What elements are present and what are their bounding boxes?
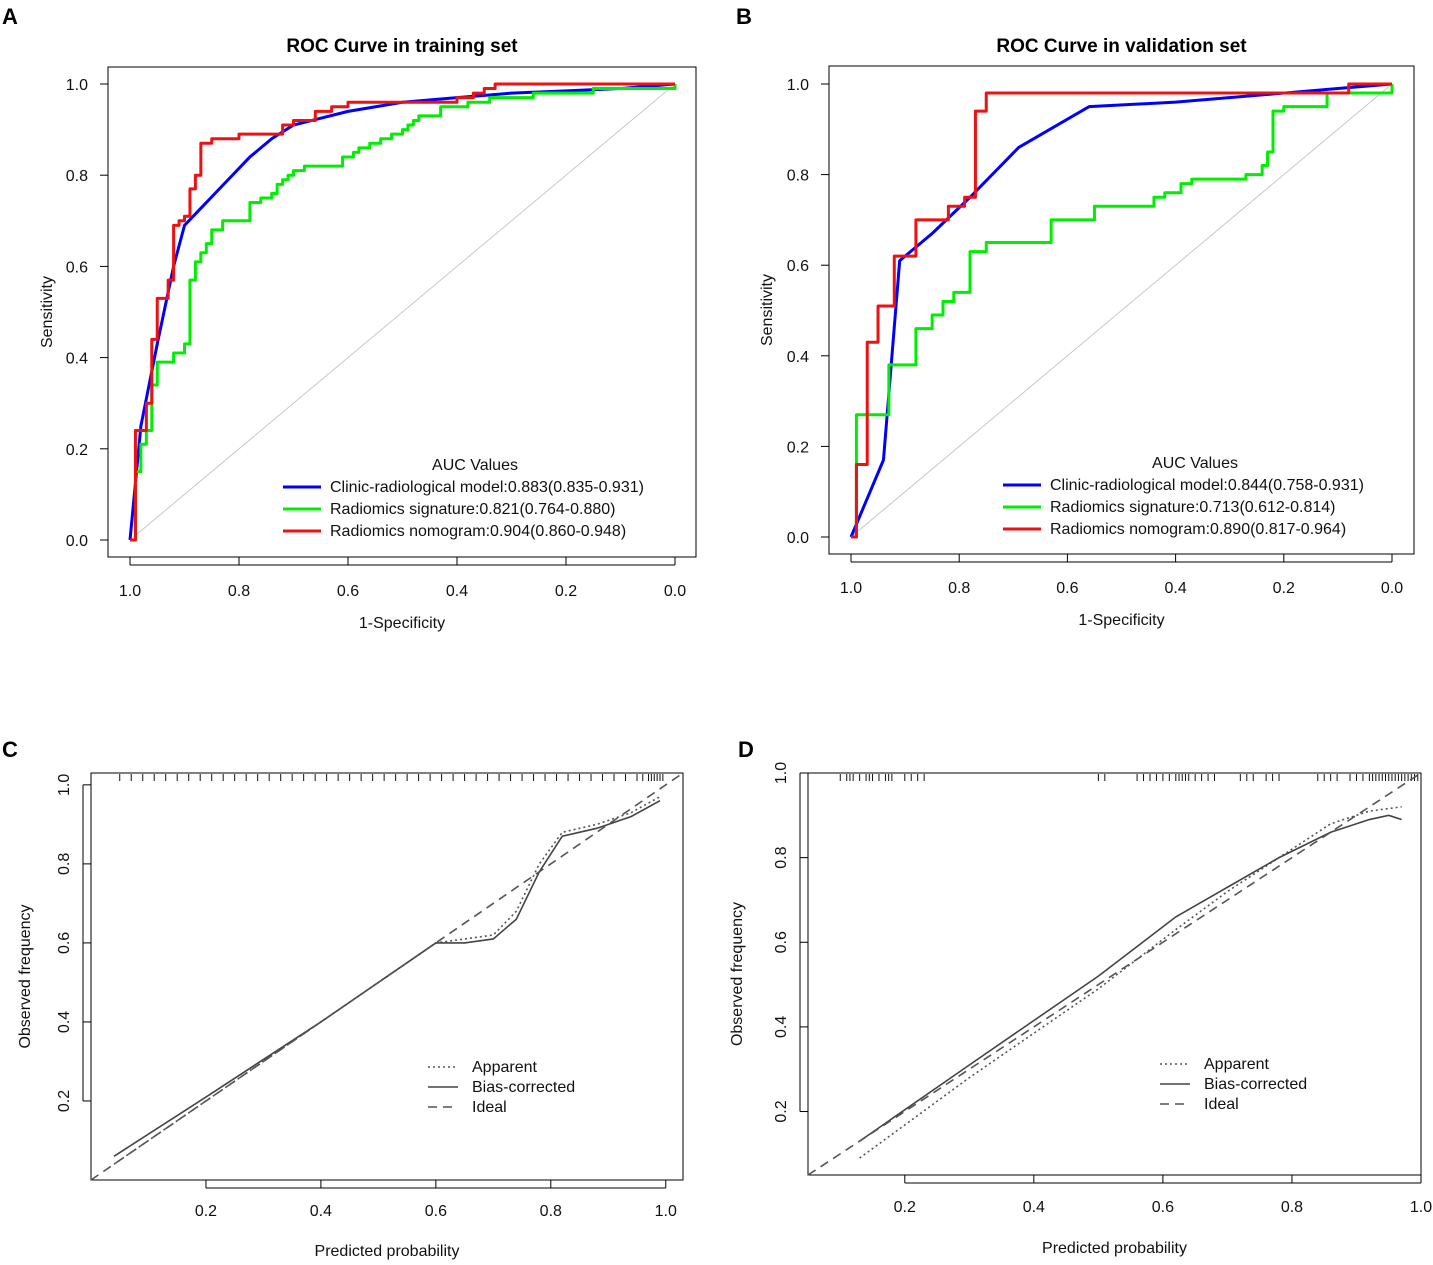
calibration-series-apparent bbox=[859, 806, 1402, 1159]
y-tick-label: 0.2 bbox=[787, 439, 809, 456]
plot-frame bbox=[107, 66, 697, 558]
roc-series-3 bbox=[130, 82, 675, 542]
legend-label: Radiomics nomogram:0.890(0.817-0.964) bbox=[1050, 521, 1346, 538]
x-tick-label: 0.2 bbox=[195, 1203, 217, 1220]
x-tick-label: 0.2 bbox=[1273, 580, 1295, 597]
y-tick-label: 0.8 bbox=[773, 846, 790, 868]
roc-series-3 bbox=[851, 82, 1392, 539]
x-tick-label: 0.8 bbox=[1281, 1199, 1303, 1216]
legend-label: Ideal bbox=[472, 1099, 507, 1116]
y-tick-label: 0.6 bbox=[787, 258, 809, 275]
x-tick-label: 0.6 bbox=[1152, 1199, 1174, 1216]
y-tick-label: 0.0 bbox=[787, 530, 809, 547]
panel-letter-b: B bbox=[736, 4, 752, 29]
y-tick-label: 0.8 bbox=[66, 168, 88, 185]
roc-validation-panel: ROC Curve in validation set 1.0 0.8 0.6 0.4 0… bbox=[759, 36, 1415, 629]
legend-label: Clinic-radiological model:0.844(0.758-0.… bbox=[1050, 477, 1364, 494]
y-tick-label: 0.6 bbox=[56, 932, 73, 954]
x-tick-label: 0.4 bbox=[1023, 1199, 1045, 1216]
legend-label: Radiomics signature:0.821(0.764-0.880) bbox=[330, 501, 616, 518]
x-axis-label: 1-Specificity bbox=[359, 615, 445, 632]
y-tick-label: 0.2 bbox=[66, 442, 88, 459]
y-axis-label: Sensitivity bbox=[759, 274, 776, 346]
calibration-series-bias-corrected bbox=[859, 814, 1402, 1142]
panel-letter-a: A bbox=[2, 4, 18, 29]
calibration-training-panel: 0.2 0.4 0.6 0.8 1.0 0.2 0.4 0.6 0.8 1.0 Predicted … bbox=[17, 772, 684, 1260]
y-tick-label: 0.6 bbox=[66, 259, 88, 276]
y-tick-label: 1.0 bbox=[66, 77, 88, 94]
y-tick-label: 0.4 bbox=[66, 351, 88, 368]
roc-series-2 bbox=[851, 84, 1394, 539]
legend-label: Radiomics signature:0.713(0.612-0.814) bbox=[1050, 499, 1336, 516]
legend-label: Bias-corrected bbox=[1204, 1076, 1307, 1093]
legend-title: AUC Values bbox=[432, 457, 518, 474]
legend-label: Clinic-radiological model:0.883(0.835-0.… bbox=[330, 479, 644, 496]
x-tick-label: 0.8 bbox=[228, 583, 250, 600]
legend-label: Ideal bbox=[1204, 1096, 1239, 1113]
chart-title: ROC Curve in training set bbox=[286, 36, 518, 57]
y-axis-label: Sensitivity bbox=[39, 276, 56, 348]
x-tick-label: 1.0 bbox=[119, 583, 141, 600]
y-tick-label: 0.2 bbox=[56, 1090, 73, 1112]
calibration-series-bias-corrected bbox=[113, 799, 661, 1157]
x-axis-label: 1-Specificity bbox=[1078, 612, 1164, 629]
plot-frame bbox=[828, 65, 1415, 555]
calibration-series-apparent bbox=[113, 796, 661, 1165]
x-axis-label: Predicted probability bbox=[1042, 1240, 1187, 1257]
legend-label: Apparent bbox=[1204, 1056, 1269, 1073]
x-axis-label: Predicted probability bbox=[315, 1243, 460, 1260]
x-tick-label: 0.8 bbox=[540, 1203, 562, 1220]
y-tick-label: 1.0 bbox=[773, 762, 790, 784]
plot-frame bbox=[90, 772, 684, 1181]
legend-label: Radiomics nomogram:0.904(0.860-0.948) bbox=[330, 523, 626, 540]
legend-title: AUC Values bbox=[1152, 455, 1238, 472]
legend-label: Bias-corrected bbox=[472, 1079, 575, 1096]
chart-title: ROC Curve in validation set bbox=[996, 36, 1247, 57]
plot-frame bbox=[807, 772, 1422, 1176]
x-tick-label: 1.0 bbox=[655, 1203, 677, 1220]
y-tick-label: 0.0 bbox=[66, 533, 88, 550]
panel-letter-c: C bbox=[2, 737, 18, 762]
x-tick-label: 0.2 bbox=[555, 583, 577, 600]
x-tick-label: 0.6 bbox=[1056, 580, 1078, 597]
x-tick-label: 0.4 bbox=[1164, 580, 1186, 597]
y-tick-label: 0.4 bbox=[56, 1011, 73, 1033]
x-tick-label: 1.0 bbox=[1410, 1199, 1432, 1216]
y-tick-label: 0.4 bbox=[787, 349, 809, 366]
chance-diagonal bbox=[850, 83, 1393, 538]
x-tick-label: 0.0 bbox=[1381, 580, 1403, 597]
roc-series-2 bbox=[130, 84, 677, 542]
x-tick-label: 0.4 bbox=[310, 1203, 332, 1220]
calibration-series-ideal bbox=[807, 772, 1422, 1176]
y-tick-label: 1.0 bbox=[56, 774, 73, 796]
x-tick-label: 0.6 bbox=[337, 583, 359, 600]
panel-letter-d: D bbox=[738, 737, 754, 762]
y-tick-label: 0.6 bbox=[773, 931, 790, 953]
y-tick-label: 0.4 bbox=[773, 1016, 790, 1038]
chance-diagonal bbox=[129, 83, 676, 541]
x-tick-label: 0.6 bbox=[425, 1203, 447, 1220]
y-tick-label: 0.8 bbox=[787, 168, 809, 185]
y-axis-label: Observed frequency bbox=[729, 902, 746, 1046]
y-axis-label: Observed frequency bbox=[17, 904, 34, 1048]
x-tick-label: 0.4 bbox=[446, 583, 468, 600]
y-tick-label: 0.8 bbox=[56, 853, 73, 875]
roc-series-1 bbox=[849, 82, 1393, 538]
x-tick-label: 0.2 bbox=[894, 1199, 916, 1216]
roc-training-panel: ROC Curve in training set 1.0 0.8 0.6 0.4 0.2… bbox=[39, 36, 697, 632]
x-tick-label: 0.8 bbox=[948, 580, 970, 597]
y-tick-label: 0.2 bbox=[773, 1100, 790, 1122]
x-tick-label: 0.0 bbox=[664, 583, 686, 600]
legend-label: Apparent bbox=[472, 1059, 537, 1076]
y-tick-label: 1.0 bbox=[787, 77, 809, 94]
x-tick-label: 1.0 bbox=[840, 580, 862, 597]
calibration-validation-panel: 0.2 0.4 0.6 0.8 1.0 0.2 0.4 0.6 0.8 1.0 Predicted … bbox=[729, 762, 1432, 1257]
